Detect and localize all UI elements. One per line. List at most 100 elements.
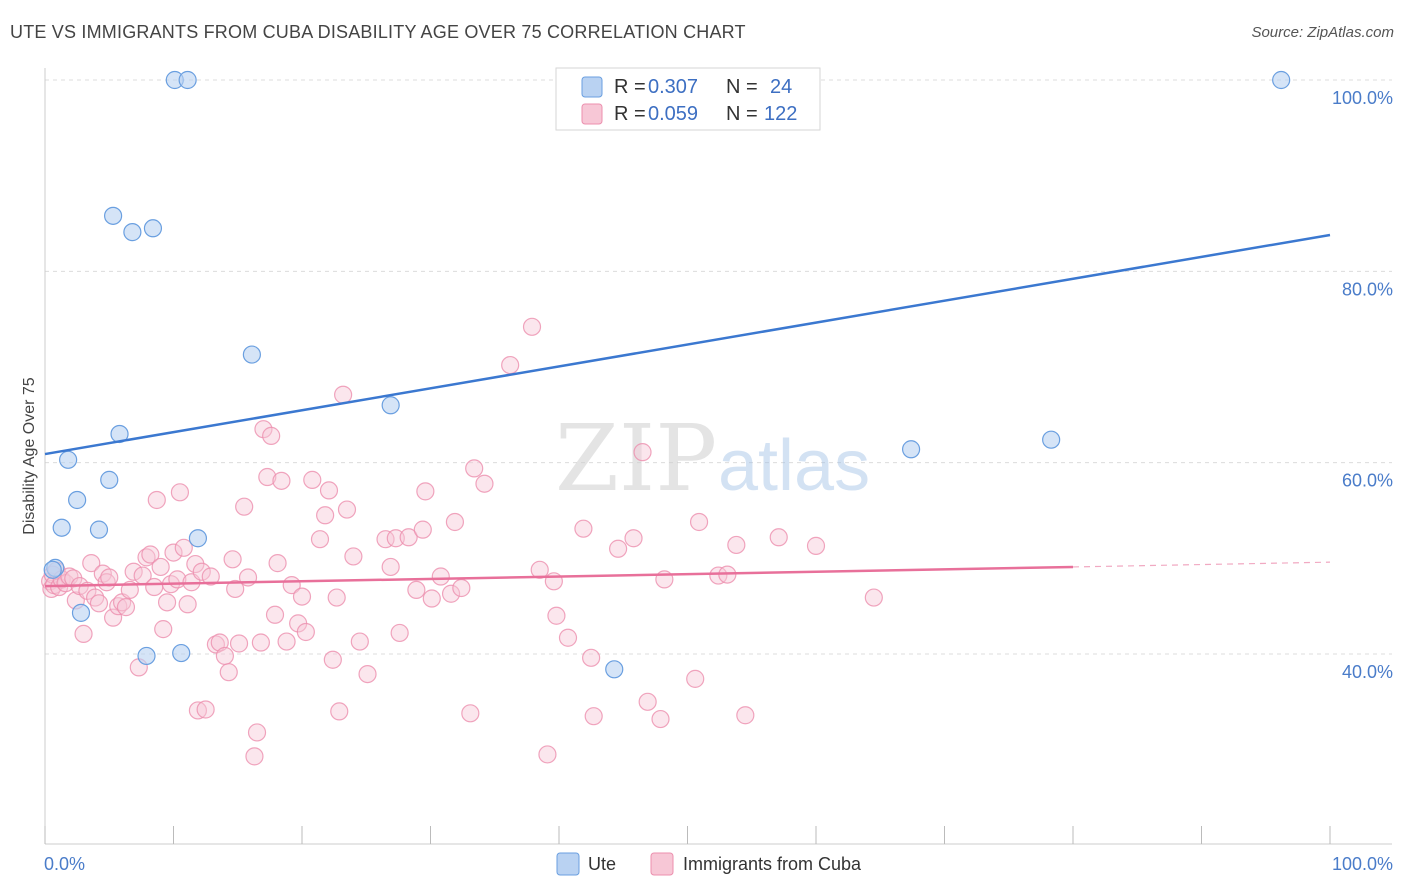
cuba-point: [201, 567, 220, 586]
legend-swatch-cuba: [581, 103, 603, 125]
cuba-point: [609, 539, 628, 558]
cuba-point: [277, 632, 296, 651]
cuba-point: [334, 385, 353, 404]
cuba-point: [344, 547, 363, 566]
ute-point: [123, 223, 142, 242]
cuba-point: [422, 589, 441, 608]
chart-title: UTE VS IMMIGRANTS FROM CUBA DISABILITY A…: [10, 22, 746, 42]
y-axis-label: Disability Age Over 75: [21, 377, 38, 535]
bottom-legend-swatch-ute: [556, 852, 580, 876]
series-cuba-points: [41, 317, 883, 766]
trend-lines: [44, 233, 1331, 588]
cuba-point: [441, 584, 461, 603]
ute-point: [68, 490, 87, 510]
cuba-point: [547, 606, 566, 625]
cuba-point: [538, 745, 557, 764]
cuba-point: [292, 587, 312, 606]
cuba-trend-line: [44, 565, 1074, 588]
cuba-point: [215, 646, 234, 666]
cuba-point: [258, 467, 277, 487]
cuba-point: [461, 704, 480, 723]
cuba-point: [399, 528, 418, 547]
legend-ute-n-value: 24: [770, 76, 792, 98]
ute-trend-line: [44, 233, 1331, 456]
cuba-point: [465, 459, 484, 478]
axes: [44, 68, 1392, 845]
cuba-point: [154, 620, 173, 639]
cuba-point: [310, 530, 330, 549]
ute-point: [1272, 70, 1291, 90]
legend-ute-n-label: N =: [726, 76, 758, 98]
ute-point: [143, 219, 163, 238]
ute-point: [104, 206, 123, 225]
cuba-point: [407, 580, 426, 600]
cuba-point: [265, 605, 285, 624]
cuba-point: [245, 747, 264, 766]
legend-swatch-ute: [581, 76, 603, 98]
cuba-point: [769, 528, 788, 547]
cuba-point: [651, 709, 670, 729]
cuba-point: [327, 588, 346, 607]
ute-point: [137, 646, 156, 666]
ute-point: [1042, 430, 1061, 449]
cuba-point: [316, 506, 335, 525]
cuba-point: [633, 443, 652, 462]
ute-point: [59, 450, 78, 469]
cuba-point: [164, 543, 183, 562]
cuba-point: [736, 706, 755, 725]
cuba-point: [296, 622, 315, 642]
ute-point: [43, 560, 62, 579]
cuba-point: [268, 554, 287, 573]
cuba-point: [210, 633, 229, 652]
cuba-point: [445, 512, 465, 532]
cuba-point: [272, 471, 291, 490]
cuba-point: [151, 557, 170, 577]
tick-labels: 40.0% 60.0% 80.0% 100.0% 0.0% 100.0%: [44, 88, 1393, 874]
watermark: ZIP atlas: [555, 405, 870, 512]
cuba-point: [323, 650, 342, 669]
cuba-point: [413, 520, 432, 539]
cuba-point: [501, 355, 520, 375]
cuba-point: [100, 568, 119, 587]
ute-point: [100, 470, 119, 489]
cuba-point: [174, 538, 193, 557]
legend-cuba-n-value: 122: [764, 103, 797, 125]
cuba-point: [350, 632, 369, 651]
cuba-point: [558, 628, 578, 647]
ute-point: [188, 529, 208, 548]
x-tick-label-max: 100.0%: [1332, 854, 1393, 874]
cuba-point: [82, 554, 101, 573]
cuba-point: [574, 519, 593, 538]
x-tick-label-min: 0.0%: [44, 854, 85, 874]
bottom-legend-swatch-cuba: [650, 852, 674, 876]
y-tick-label: 60.0%: [1342, 471, 1393, 491]
legend-box: R = 0.307 N = 24 R = 0.059 N = 122: [555, 67, 821, 131]
cuba-point: [145, 577, 164, 597]
y-tick-label: 40.0%: [1342, 662, 1393, 682]
cuba-point: [390, 623, 409, 643]
cuba-point: [337, 500, 357, 519]
cuba-point: [178, 595, 197, 614]
ute-point: [89, 520, 109, 539]
cuba-point: [358, 664, 377, 684]
cuba-point: [157, 593, 177, 612]
cuba-point: [530, 560, 549, 579]
cuba-point: [262, 426, 281, 445]
cuba-point: [416, 482, 435, 501]
cuba-point: [251, 633, 270, 652]
cuba-point: [196, 700, 215, 719]
legend-ute-r-label: R =: [614, 76, 646, 98]
cuba-point: [124, 562, 143, 581]
cuba-point: [475, 474, 494, 493]
y-tick-label: 80.0%: [1342, 279, 1393, 299]
ute-point: [178, 70, 197, 90]
cuba-point: [104, 608, 123, 627]
legend-cuba-r-label: R =: [614, 103, 646, 125]
cuba-point: [522, 317, 542, 336]
ute-point: [242, 345, 261, 364]
watermark-atlas: atlas: [718, 426, 870, 506]
cuba-point: [638, 692, 657, 711]
cuba-point: [303, 470, 322, 489]
legend-cuba-n-label: N =: [726, 103, 758, 125]
